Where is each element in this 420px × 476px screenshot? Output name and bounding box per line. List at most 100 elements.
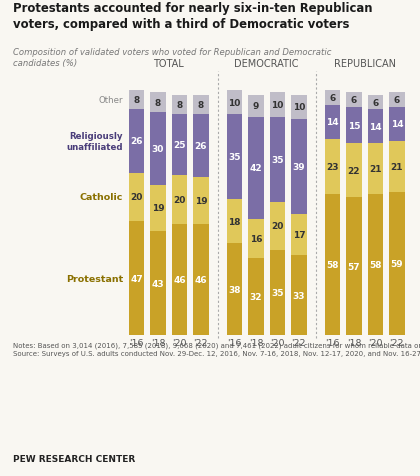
Bar bbox=[172, 224, 187, 336]
Text: 10: 10 bbox=[228, 99, 241, 108]
Bar bbox=[368, 144, 383, 195]
Bar bbox=[368, 96, 383, 110]
Bar bbox=[172, 96, 187, 115]
Text: 46: 46 bbox=[194, 275, 207, 284]
Text: Other: Other bbox=[99, 96, 123, 105]
Bar bbox=[227, 115, 242, 200]
Text: 35: 35 bbox=[228, 153, 241, 162]
Text: 43: 43 bbox=[152, 279, 164, 288]
Text: PEW RESEARCH CENTER: PEW RESEARCH CENTER bbox=[13, 454, 135, 463]
Text: 20: 20 bbox=[173, 195, 186, 204]
Bar bbox=[346, 144, 362, 198]
Text: 25: 25 bbox=[173, 141, 186, 150]
Text: 8: 8 bbox=[176, 101, 183, 110]
Text: 58: 58 bbox=[369, 261, 382, 270]
Text: 42: 42 bbox=[249, 164, 262, 173]
Bar bbox=[325, 195, 340, 336]
Text: 19: 19 bbox=[152, 204, 164, 213]
Bar bbox=[270, 118, 285, 202]
Bar bbox=[193, 96, 209, 115]
Text: 6: 6 bbox=[372, 99, 378, 108]
Bar bbox=[346, 108, 362, 144]
Bar bbox=[193, 115, 209, 178]
Bar bbox=[248, 258, 264, 336]
Bar bbox=[193, 178, 209, 224]
Text: 33: 33 bbox=[293, 291, 305, 300]
Bar bbox=[248, 96, 264, 118]
Text: 35: 35 bbox=[271, 288, 284, 298]
Bar bbox=[193, 224, 209, 336]
Text: 10: 10 bbox=[271, 101, 284, 110]
Bar bbox=[150, 185, 166, 231]
Text: 14: 14 bbox=[369, 123, 382, 131]
Text: 6: 6 bbox=[394, 96, 400, 105]
Bar bbox=[172, 176, 187, 224]
Bar bbox=[291, 96, 307, 120]
Text: 38: 38 bbox=[228, 285, 241, 294]
Text: Protestants accounted for nearly six-in-ten Republican
voters, compared with a t: Protestants accounted for nearly six-in-… bbox=[13, 2, 372, 31]
Text: Catholic: Catholic bbox=[80, 193, 123, 202]
Bar bbox=[389, 193, 404, 336]
Text: 20: 20 bbox=[130, 193, 143, 202]
Text: 8: 8 bbox=[134, 96, 140, 105]
Text: 19: 19 bbox=[194, 197, 207, 206]
Title: REPUBLICAN: REPUBLICAN bbox=[334, 59, 396, 69]
Bar bbox=[346, 198, 362, 336]
Bar bbox=[291, 214, 307, 256]
Text: 9: 9 bbox=[253, 102, 259, 111]
Text: Notes: Based on 3,014 (2016), 7,585 (2018), 9,668 (2020) and 7,461 (2022) adult : Notes: Based on 3,014 (2016), 7,585 (201… bbox=[13, 341, 420, 356]
Text: 47: 47 bbox=[130, 274, 143, 283]
Text: 26: 26 bbox=[130, 137, 143, 146]
Bar bbox=[227, 243, 242, 336]
Text: 35: 35 bbox=[271, 155, 284, 164]
Text: 6: 6 bbox=[351, 96, 357, 105]
Text: 17: 17 bbox=[293, 230, 305, 239]
Bar bbox=[129, 173, 144, 222]
Text: 23: 23 bbox=[326, 163, 339, 171]
Text: 6: 6 bbox=[329, 93, 336, 102]
Text: 26: 26 bbox=[194, 142, 207, 151]
Bar bbox=[389, 142, 404, 193]
Bar bbox=[346, 93, 362, 108]
Text: 21: 21 bbox=[391, 163, 403, 171]
Bar bbox=[129, 110, 144, 173]
Text: 10: 10 bbox=[293, 103, 305, 112]
Bar bbox=[325, 139, 340, 195]
Text: 18: 18 bbox=[228, 217, 241, 226]
Bar bbox=[129, 91, 144, 110]
Bar bbox=[368, 110, 383, 144]
Bar bbox=[291, 256, 307, 336]
Text: Composition of validated voters who voted for Republican and Democratic
candidat: Composition of validated voters who vote… bbox=[13, 48, 331, 68]
Bar bbox=[172, 115, 187, 176]
Bar bbox=[270, 93, 285, 118]
Bar bbox=[389, 108, 404, 142]
Text: Protestant: Protestant bbox=[66, 274, 123, 283]
Bar bbox=[150, 231, 166, 336]
Bar bbox=[150, 93, 166, 112]
Text: 30: 30 bbox=[152, 144, 164, 153]
Bar bbox=[325, 105, 340, 139]
Text: 58: 58 bbox=[326, 261, 339, 270]
Text: 22: 22 bbox=[348, 166, 360, 175]
Bar bbox=[150, 112, 166, 185]
Text: 16: 16 bbox=[250, 234, 262, 243]
Bar bbox=[248, 219, 264, 258]
Text: 39: 39 bbox=[293, 163, 305, 171]
Text: 8: 8 bbox=[198, 101, 204, 110]
Text: 20: 20 bbox=[271, 222, 284, 231]
Title: DEMOCRATIC: DEMOCRATIC bbox=[234, 59, 299, 69]
Bar bbox=[227, 91, 242, 115]
Bar bbox=[389, 93, 404, 108]
Bar bbox=[227, 200, 242, 243]
Text: 59: 59 bbox=[391, 259, 403, 268]
Text: 32: 32 bbox=[250, 292, 262, 301]
Bar bbox=[270, 202, 285, 251]
Text: 57: 57 bbox=[348, 262, 360, 271]
Text: 21: 21 bbox=[369, 165, 382, 174]
Bar bbox=[270, 251, 285, 336]
Text: 14: 14 bbox=[326, 118, 339, 127]
Bar bbox=[368, 195, 383, 336]
Bar bbox=[325, 91, 340, 105]
Bar bbox=[129, 222, 144, 336]
Title: TOTAL: TOTAL bbox=[153, 59, 184, 69]
